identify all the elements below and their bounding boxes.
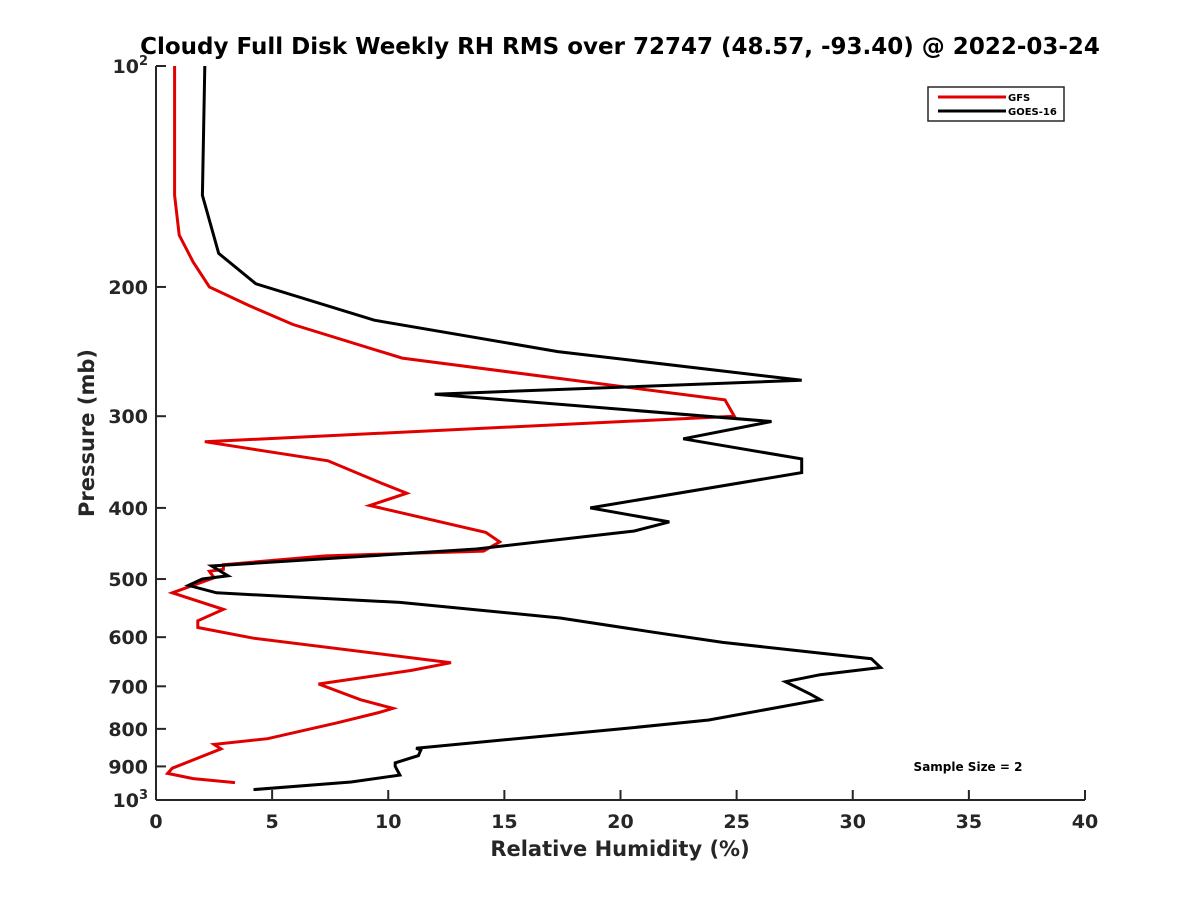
series-layer	[164, 65, 884, 792]
x-tick-label: 25	[723, 811, 749, 833]
legend-label-gfs: GFS	[1008, 93, 1030, 104]
legend-box	[927, 86, 1065, 122]
series-line-goes-16	[184, 65, 884, 792]
plot-area	[156, 66, 1085, 800]
legend-label-goes-16: GOES-16	[1008, 107, 1057, 118]
y-tick-label: 200	[108, 277, 148, 299]
y-axis-label: Pressure (mb)	[75, 349, 99, 517]
sample-size-annotation: Sample Size = 2	[914, 760, 1023, 774]
x-tick-label: 5	[266, 811, 279, 833]
x-tick-label: 35	[956, 811, 982, 833]
legend: GFS GOES-16	[927, 86, 1065, 122]
x-tick-label: 10	[375, 811, 401, 833]
y-tick-label: 500	[108, 569, 148, 591]
y-tick-label: 400	[108, 498, 148, 520]
y-tick-label: 600	[108, 627, 148, 649]
x-tick-label: 15	[491, 811, 517, 833]
chart-title: Cloudy Full Disk Weekly RH RMS over 7274…	[140, 34, 1100, 60]
axes-layer: 0 5 10 15 20 25 30 35 40 102 200 300 400 500 600 700 800…	[108, 54, 1098, 833]
x-tick-label: 20	[607, 811, 633, 833]
x-tick-label: 30	[840, 811, 866, 833]
plot-background	[156, 66, 1085, 800]
x-tick-label: 40	[1072, 811, 1098, 833]
y-tick-label: 700	[108, 676, 148, 698]
y-tick-label: 300	[108, 406, 148, 428]
x-tick-label: 0	[149, 811, 162, 833]
y-tick-label: 103	[113, 788, 149, 812]
y-tick-label: 102	[113, 54, 149, 78]
y-tick-label: 900	[108, 756, 148, 778]
x-axis-label: Relative Humidity (%)	[490, 837, 749, 861]
y-tick-label: 800	[108, 719, 148, 741]
